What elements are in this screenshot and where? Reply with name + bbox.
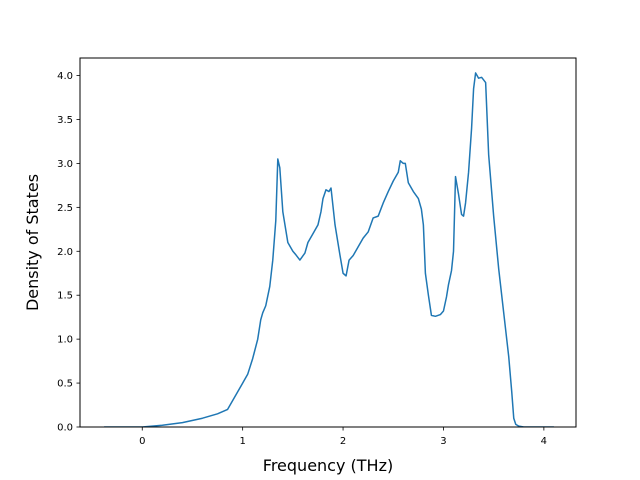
y-tick-label: 3.5	[57, 115, 73, 126]
y-tick-label: 0.0	[57, 423, 73, 434]
y-tick-label: 2.0	[57, 247, 73, 258]
y-tick-label: 1.5	[57, 291, 73, 302]
y-tick-label: 3.0	[57, 159, 73, 170]
y-tick-label: 2.5	[57, 203, 73, 214]
axes-frame	[79, 57, 577, 428]
x-axis-ticks: 0 1 2 3 4	[139, 427, 547, 447]
x-tick-label: 0	[139, 436, 145, 447]
plot-area	[104, 72, 554, 427]
x-tick-label: 2	[340, 436, 346, 447]
x-axis-label: Frequency (THz)	[263, 456, 393, 475]
x-tick-label: 3	[440, 436, 446, 447]
y-axis-ticks: 0.0 0.5 1.0 1.5 2.0 2.5 3.0 3.5 4.0	[57, 71, 80, 434]
y-tick-label: 1.0	[57, 335, 73, 346]
x-tick-label: 4	[541, 436, 547, 447]
y-tick-label: 4.0	[57, 71, 73, 82]
x-tick-label: 1	[239, 436, 245, 447]
y-axis-label: Density of States	[23, 174, 42, 311]
dos-series-line-0	[104, 72, 554, 427]
y-tick-label: 0.5	[57, 379, 73, 390]
